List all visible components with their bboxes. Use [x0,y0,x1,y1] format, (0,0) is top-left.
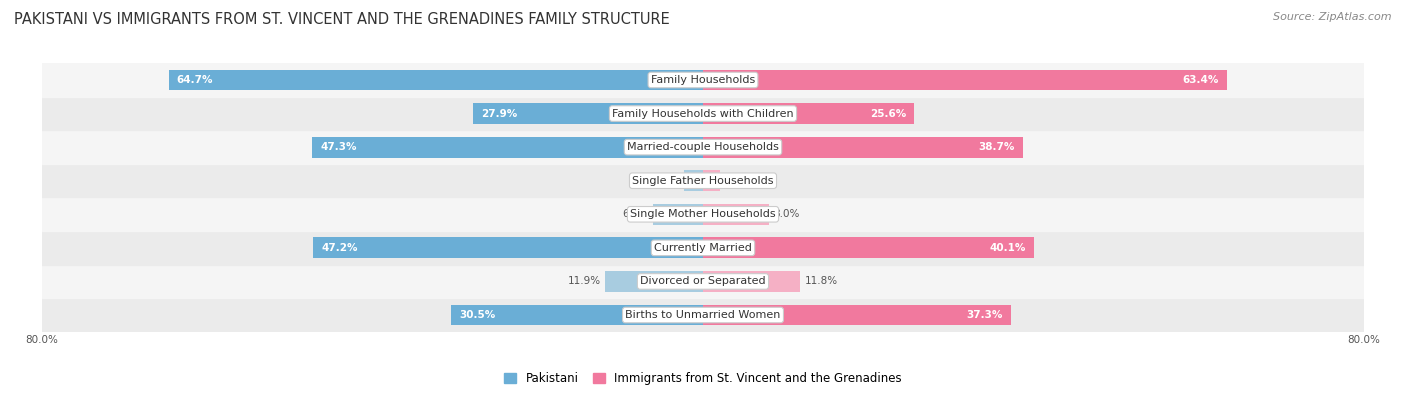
Text: Married-couple Households: Married-couple Households [627,142,779,152]
Bar [42,97,1364,130]
Text: Currently Married: Currently Married [654,243,752,253]
Bar [703,204,769,225]
Bar [42,164,1364,198]
Text: Family Households: Family Households [651,75,755,85]
Text: Family Households with Children: Family Households with Children [612,109,794,118]
Bar [169,70,703,90]
Text: 2.0%: 2.0% [724,176,749,186]
Text: 64.7%: 64.7% [177,75,214,85]
Text: Divorced or Separated: Divorced or Separated [640,276,766,286]
Text: 40.1%: 40.1% [990,243,1026,253]
Bar [652,204,703,225]
Text: 63.4%: 63.4% [1182,75,1219,85]
Bar [42,265,1364,298]
Text: Single Father Households: Single Father Households [633,176,773,186]
Text: 27.9%: 27.9% [481,109,517,118]
Bar [42,198,1364,231]
Bar [312,137,703,158]
Bar [42,298,1364,332]
Text: 6.1%: 6.1% [621,209,648,219]
Text: Source: ZipAtlas.com: Source: ZipAtlas.com [1274,12,1392,22]
Text: PAKISTANI VS IMMIGRANTS FROM ST. VINCENT AND THE GRENADINES FAMILY STRUCTURE: PAKISTANI VS IMMIGRANTS FROM ST. VINCENT… [14,12,669,27]
Bar [451,305,703,325]
Legend: Pakistani, Immigrants from St. Vincent and the Grenadines: Pakistani, Immigrants from St. Vincent a… [505,372,901,385]
Text: 11.9%: 11.9% [568,276,600,286]
Bar [703,103,914,124]
Text: 47.2%: 47.2% [322,243,359,253]
Text: 37.3%: 37.3% [966,310,1002,320]
Bar [703,305,1011,325]
Text: 11.8%: 11.8% [804,276,838,286]
Bar [42,231,1364,265]
Text: 2.3%: 2.3% [654,176,681,186]
Text: 25.6%: 25.6% [870,109,907,118]
Bar [42,63,1364,97]
Bar [703,70,1226,90]
Text: 8.0%: 8.0% [773,209,800,219]
Bar [605,271,703,292]
Bar [42,130,1364,164]
Bar [703,237,1035,258]
Text: 47.3%: 47.3% [321,142,357,152]
Bar [314,237,703,258]
Text: Births to Unmarried Women: Births to Unmarried Women [626,310,780,320]
Text: 38.7%: 38.7% [979,142,1014,152]
Bar [703,137,1022,158]
Text: 30.5%: 30.5% [460,310,495,320]
Bar [683,170,703,191]
Bar [703,170,720,191]
Bar [472,103,703,124]
Text: Single Mother Households: Single Mother Households [630,209,776,219]
Bar [703,271,800,292]
